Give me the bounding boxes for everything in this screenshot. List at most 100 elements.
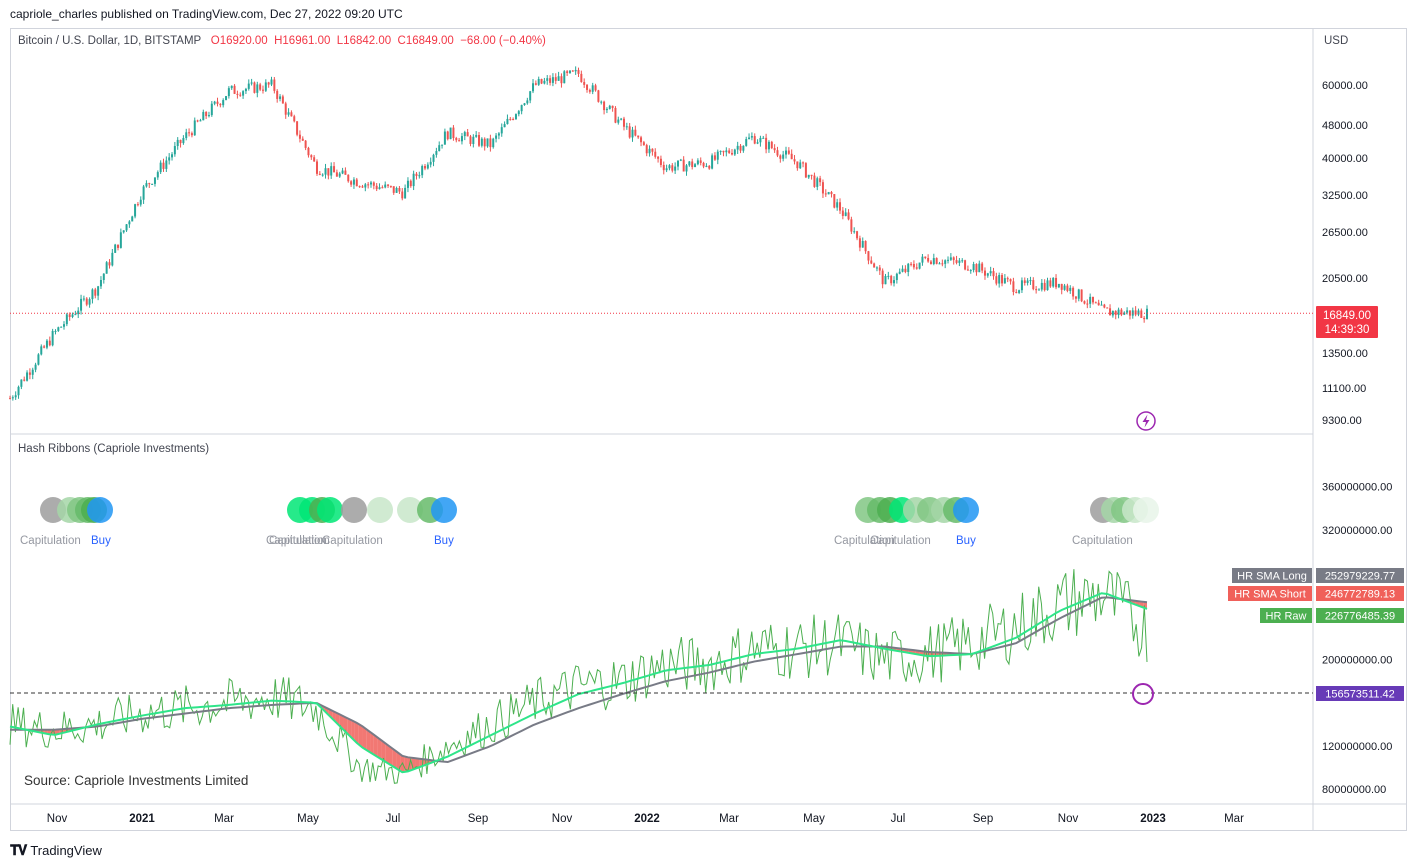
price-candle-body [983, 270, 986, 276]
price-candle-body [725, 150, 728, 153]
price-candle-body [998, 275, 1001, 284]
ribbon-fill [377, 737, 382, 760]
signal-3-capitulation-overlap: Capitulation [834, 535, 895, 547]
price-candle-body [591, 85, 594, 92]
price-candle-body [74, 314, 77, 316]
time-axis-tick: Nov [1058, 813, 1079, 825]
price-candle-body [605, 108, 608, 111]
price-candle-body [557, 76, 560, 81]
ribbon-fill [370, 731, 374, 755]
price-candle-body [1134, 310, 1137, 315]
price-candle-body [665, 168, 668, 171]
price-candle-body [401, 191, 404, 199]
price-candle-body [688, 161, 691, 166]
price-candle-body [179, 139, 182, 144]
time-axis-tick: Mar [719, 813, 739, 825]
price-candle-body [338, 173, 341, 177]
price-candle-body [881, 270, 884, 285]
signal-dot [1133, 497, 1159, 523]
price-candle-body [43, 346, 46, 348]
price-candle-body [819, 178, 822, 183]
price-candle-body [497, 133, 500, 136]
price-candle-body [85, 298, 88, 305]
price-candle-body [807, 174, 810, 178]
price-candle-body [108, 262, 111, 266]
price-candle-body [779, 155, 782, 159]
ribbon-fill [389, 745, 393, 767]
price-candle-body [358, 186, 361, 188]
signal-dot [397, 497, 423, 523]
price-candle-body [856, 231, 859, 239]
price-axis-tick: 48000.00 [1322, 120, 1368, 132]
price-candle-body [378, 187, 381, 190]
price-candle-body [594, 85, 597, 91]
price-candle-body [298, 134, 301, 139]
tradingview-logo-icon: 𝐓𝐕 [10, 842, 27, 858]
price-candle-body [611, 105, 614, 108]
price-candle-body [466, 132, 469, 137]
price-candle-body [213, 101, 216, 104]
footer-brand[interactable]: 𝐓𝐕 TradingView [10, 842, 102, 859]
price-candle-body [813, 175, 816, 187]
hr-sma-short-line [9, 592, 1148, 774]
indicator-axis-tick: 360000000.00 [1322, 482, 1392, 494]
signal-dot [367, 497, 393, 523]
price-candle-body [148, 183, 151, 185]
price-candle-body [529, 91, 532, 101]
price-candle-body [455, 138, 458, 141]
price-candle-body [1103, 304, 1106, 308]
price-candle-body [748, 137, 751, 140]
price-candle-body [446, 131, 449, 140]
price-candle-body [890, 275, 893, 284]
price-candle-body [1026, 280, 1029, 283]
price-candle-body [1057, 283, 1060, 288]
price-candle-body [1074, 296, 1077, 299]
price-candle-body [310, 155, 313, 158]
price-candle-body [60, 326, 63, 328]
price-axis-tick: 13500.00 [1322, 348, 1368, 360]
price-candle-body [185, 132, 188, 139]
price-candle-body [674, 166, 677, 171]
price-candle-body [68, 314, 71, 317]
price-candle-body [654, 151, 657, 157]
price-candle-body [165, 160, 168, 169]
sma-long-name-badge [1232, 568, 1312, 583]
price-candle-body [426, 164, 429, 169]
price-candle-body [173, 146, 176, 155]
price-candle-body [63, 324, 66, 327]
price-candle-body [202, 111, 205, 121]
sma-long-value: 252979229.77 [1325, 571, 1395, 583]
price-candle-body [190, 133, 193, 136]
price-candle-body [1080, 289, 1083, 302]
price-candles [9, 66, 1313, 401]
price-candle-body [867, 251, 870, 261]
price-candle-body [853, 231, 856, 233]
hr-raw-name: HR Raw [1266, 611, 1307, 623]
sma-short-value-badge [1316, 586, 1404, 601]
price-candle-body [563, 71, 566, 84]
price-candle-body [583, 82, 586, 85]
price-candle-body [1077, 289, 1080, 299]
price-candle-body [162, 162, 165, 169]
price-candle-body [719, 150, 722, 152]
price-candle-body [992, 271, 995, 277]
lightning-icon[interactable] [1136, 411, 1156, 431]
time-axis-tick: Mar [1224, 813, 1244, 825]
price-candle-body [966, 269, 969, 271]
price-candle-body [765, 137, 768, 150]
time-axis-tick: May [803, 813, 825, 825]
price-candle-body [117, 244, 120, 248]
change-value: −68.00 (−0.40%) [460, 35, 546, 47]
price-candle-body [782, 154, 785, 159]
price-candle-body [1063, 285, 1066, 290]
price-candle-body [145, 183, 148, 187]
price-candle-body [1123, 312, 1126, 315]
price-candle-body [645, 145, 648, 154]
sma-short-name: HR SMA Short [1234, 589, 1306, 601]
price-candle-body [640, 137, 643, 143]
price-candle-body [787, 150, 790, 154]
low-value: L16842.00 [336, 35, 392, 47]
price-candle-body [571, 70, 574, 72]
time-axis-tick: Nov [47, 813, 68, 825]
